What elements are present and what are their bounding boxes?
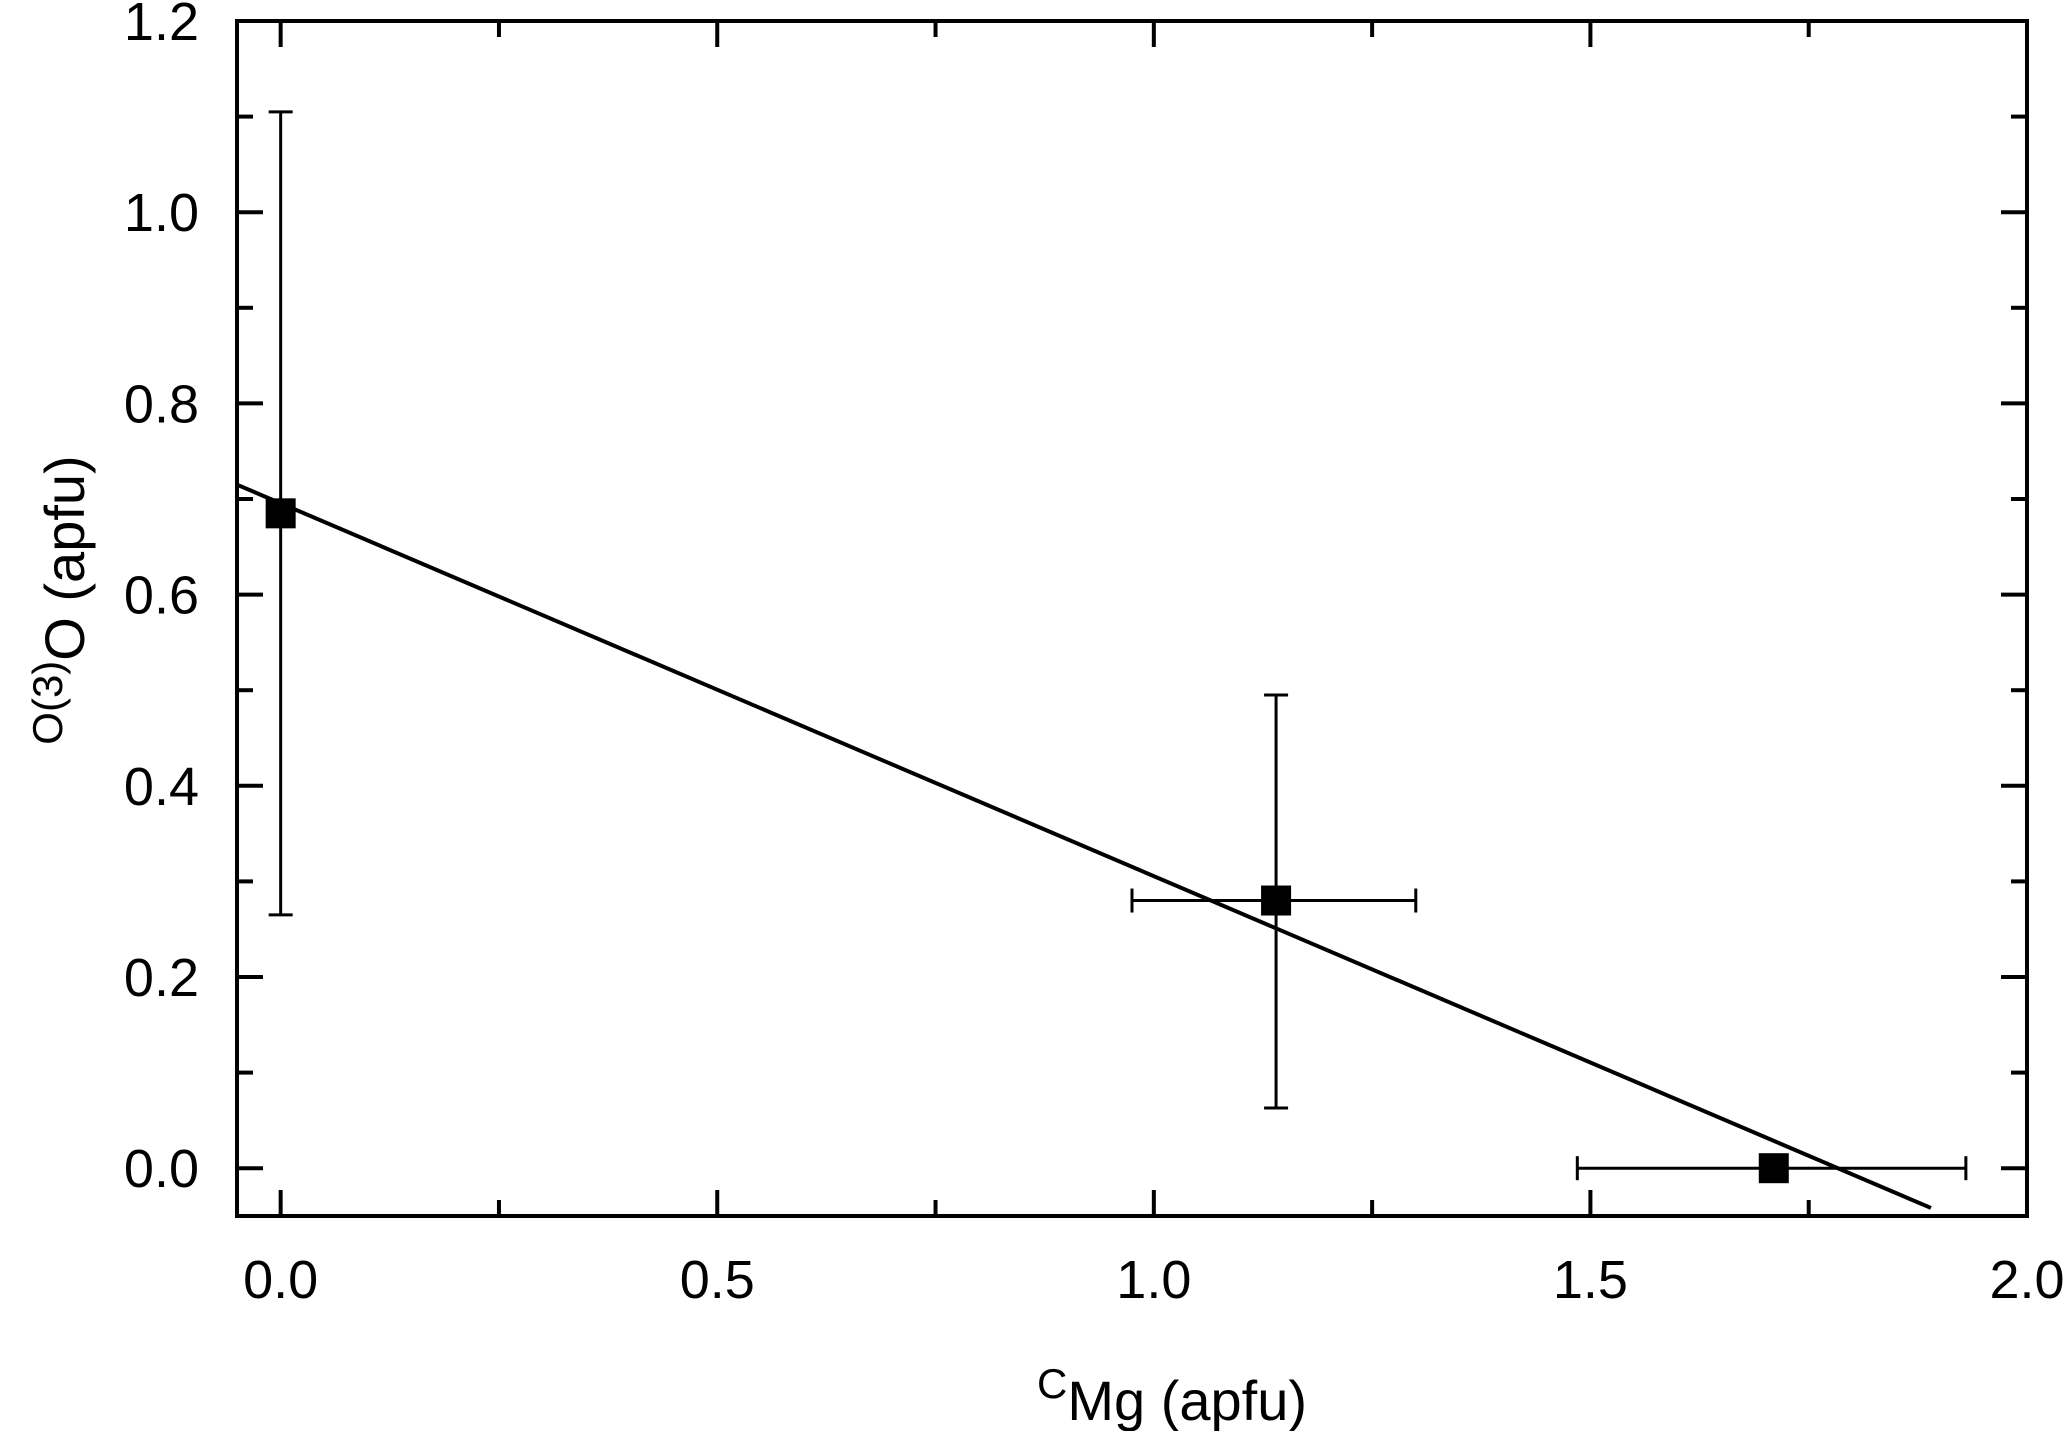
- y-tick-label: 0.4: [124, 757, 199, 817]
- x-tick-label: 0.5: [680, 1250, 755, 1310]
- plot-frame: [235, 19, 2029, 1218]
- y-axis-label-main: O (apfu): [33, 455, 96, 660]
- y-tick-label: 1.0: [124, 183, 199, 243]
- x-axis-label-superscript: C: [1037, 1360, 1067, 1407]
- data-points: [265, 498, 1789, 1184]
- x-axis-label-main: Mg (apfu): [1067, 1369, 1307, 1431]
- y-tick-label: 1.2: [124, 0, 199, 52]
- data-point: [265, 498, 296, 529]
- y-axis-label-superscript: O(3): [24, 661, 71, 745]
- minor-ticks: [237, 21, 2027, 1216]
- error-bars: [268, 110, 1968, 1181]
- fit-line-group: [236, 482, 1932, 1210]
- data-point: [1758, 1153, 1789, 1184]
- fit-line: [236, 482, 1932, 1210]
- x-tick-label: 1.5: [1553, 1250, 1628, 1310]
- y-tick-label: 0.6: [124, 566, 199, 626]
- x-tick-label: 0.0: [243, 1250, 318, 1310]
- x-tick-label: 1.0: [1116, 1250, 1191, 1310]
- y-axis-label: O(3)O (apfu): [24, 455, 96, 744]
- y-tick-label: 0.2: [124, 948, 199, 1008]
- y-tick-label: 0.0: [124, 1139, 199, 1199]
- data-point: [1261, 885, 1292, 916]
- major-ticks: [237, 19, 2029, 1216]
- x-tick-labels: 0.0 0.5 1.0 1.5 2.0: [243, 1250, 2064, 1310]
- y-tick-labels: 0.0 0.2 0.4 0.6 0.8 1.0 1.2: [124, 0, 199, 1199]
- x-tick-label: 2.0: [1989, 1250, 2064, 1310]
- x-axis-label: CMg (apfu): [1037, 1360, 1307, 1431]
- y-tick-label: 0.8: [124, 374, 199, 434]
